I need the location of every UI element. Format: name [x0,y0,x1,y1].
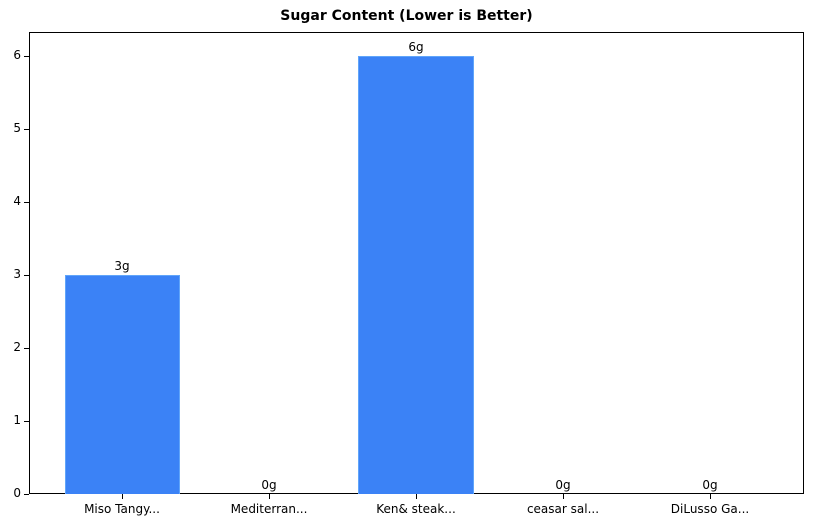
chart-title: Sugar Content (Lower is Better) [280,8,533,24]
y-tick-label: 6 [13,48,21,62]
x-tick-label: Ken& steak... [376,502,456,516]
x-tick [269,494,270,499]
x-tick-label: Miso Tangy... [84,502,160,516]
y-tick [24,421,29,422]
y-tick [24,275,29,276]
y-tick [24,494,29,495]
bar-value-label: 0g [555,478,571,492]
y-tick-label: 0 [13,486,21,500]
y-tick-label: 3 [13,267,21,281]
bar-miso-tangy [65,275,180,494]
x-tick-label: DiLusso Ga... [670,502,750,516]
bar-value-label: 3g [114,259,130,273]
y-tick [24,129,29,130]
bar-value-label: 0g [261,478,277,492]
bar-value-label: 0g [702,478,718,492]
x-tick [710,494,711,499]
x-tick [416,494,417,499]
y-tick [24,348,29,349]
y-tick-label: 2 [13,340,21,354]
y-tick-label: 4 [13,194,21,208]
x-tick [563,494,564,499]
bar-ken-steak [358,56,474,494]
x-tick [122,494,123,499]
x-tick-label: ceasar sal... [526,502,600,516]
y-tick-label: 5 [13,121,21,135]
y-tick-label: 1 [13,413,21,427]
y-tick [24,202,29,203]
bar-value-label: 6g [408,40,424,54]
y-tick [24,56,29,57]
x-tick-label: Mediterran... [230,502,308,516]
